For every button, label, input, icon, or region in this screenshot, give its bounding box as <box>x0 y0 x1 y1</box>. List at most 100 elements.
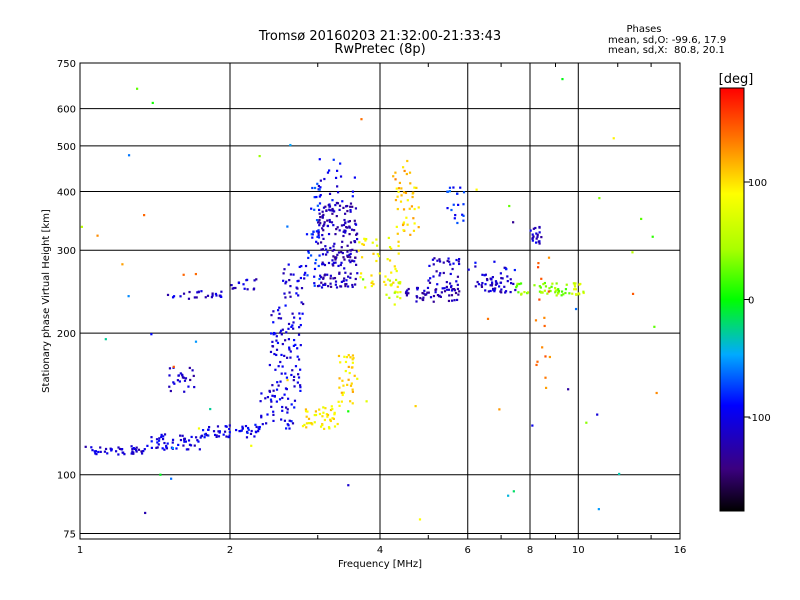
data-point <box>557 288 560 291</box>
data-point <box>516 282 519 285</box>
data-point <box>429 296 433 299</box>
data-point <box>178 380 181 383</box>
data-point <box>531 233 534 236</box>
data-point <box>212 430 216 433</box>
data-point <box>456 275 460 278</box>
data-point <box>238 429 241 433</box>
data-point <box>272 410 275 413</box>
info-box-title: Phases <box>626 24 661 35</box>
data-point <box>270 405 273 408</box>
data-point <box>353 260 356 263</box>
data-point <box>104 338 107 341</box>
data-point <box>280 333 283 336</box>
data-point <box>275 388 279 391</box>
data-point <box>352 357 355 360</box>
data-point <box>339 285 343 288</box>
data-point <box>343 212 347 215</box>
data-point <box>165 444 168 448</box>
data-point <box>179 372 182 375</box>
data-point <box>477 283 480 286</box>
data-point <box>396 195 399 198</box>
data-point <box>555 294 558 297</box>
data-point <box>480 284 483 287</box>
data-point <box>286 397 290 400</box>
data-point <box>324 407 327 410</box>
data-point <box>413 207 416 211</box>
data-point <box>253 279 256 282</box>
chart-title: Tromsø 20160203 21:32:00-21:33:43 <box>258 29 501 44</box>
data-point <box>326 413 330 417</box>
data-point <box>336 253 339 256</box>
data-point <box>286 378 289 382</box>
data-point <box>331 207 334 211</box>
data-point <box>339 175 343 178</box>
data-point <box>448 260 451 263</box>
data-point <box>340 280 343 283</box>
data-point <box>183 438 186 442</box>
data-point <box>405 292 408 295</box>
data-point <box>447 288 451 291</box>
data-point <box>284 406 288 409</box>
data-point <box>442 271 445 275</box>
data-point <box>631 251 634 254</box>
data-point <box>276 381 279 384</box>
data-point <box>188 366 191 370</box>
data-point <box>241 427 244 430</box>
data-point <box>392 175 395 178</box>
data-point <box>258 154 261 158</box>
data-point <box>612 137 615 140</box>
data-point <box>396 291 399 294</box>
data-point <box>351 358 354 361</box>
data-point <box>289 350 292 353</box>
data-point <box>279 360 282 364</box>
data-point <box>181 434 184 437</box>
data-point <box>322 276 325 279</box>
data-point <box>480 285 484 288</box>
data-point <box>246 278 249 281</box>
data-point <box>292 379 295 382</box>
data-point <box>618 472 621 476</box>
data-point <box>278 312 281 315</box>
data-point <box>222 433 225 436</box>
data-point <box>483 274 486 277</box>
x-tick-label: 4 <box>377 545 383 556</box>
data-point <box>332 245 335 248</box>
data-point <box>399 297 402 300</box>
data-point <box>306 274 309 277</box>
data-point <box>321 227 324 230</box>
data-point <box>192 374 195 378</box>
data-point <box>400 187 403 190</box>
data-point <box>491 287 495 290</box>
data-point <box>503 266 506 269</box>
data-point <box>355 250 358 253</box>
data-point <box>322 237 325 240</box>
data-point <box>403 169 406 173</box>
data-point <box>290 420 293 423</box>
data-point <box>131 447 134 451</box>
data-point <box>326 251 329 254</box>
data-point <box>215 294 218 297</box>
data-point <box>418 518 422 521</box>
y-tick-label: 75 <box>63 529 76 540</box>
data-point <box>270 400 273 403</box>
data-point <box>351 283 354 287</box>
data-point <box>329 209 332 212</box>
colorbar-title: [deg] <box>719 72 754 87</box>
data-point <box>416 296 419 299</box>
data-point <box>354 277 357 281</box>
data-point <box>336 422 339 426</box>
data-point <box>523 291 526 294</box>
data-point <box>268 389 271 392</box>
data-point <box>321 423 324 427</box>
data-point <box>321 253 325 256</box>
data-point <box>281 342 284 346</box>
y-tick-label: 750 <box>57 59 76 70</box>
data-point <box>445 285 448 289</box>
data-point <box>399 280 402 284</box>
data-point <box>432 300 435 303</box>
data-point <box>338 386 341 389</box>
data-point <box>323 223 326 226</box>
data-point <box>509 278 512 281</box>
data-point <box>514 288 517 292</box>
data-point <box>407 292 410 295</box>
